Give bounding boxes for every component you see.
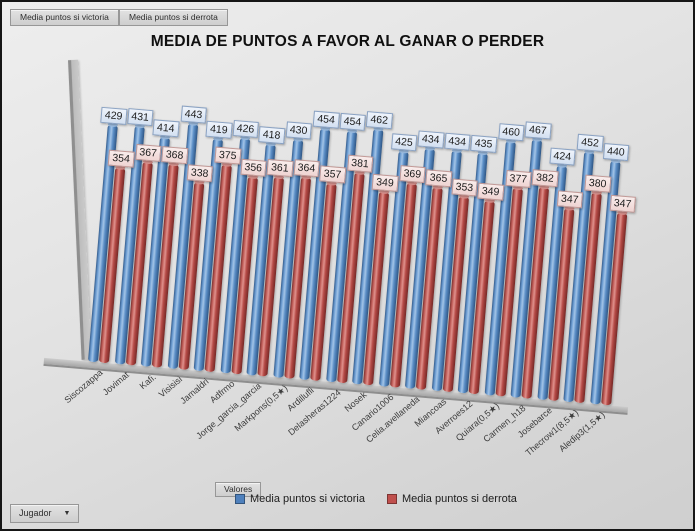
- category-label: Jovimat: [101, 369, 132, 398]
- value-label-victoria: 434: [443, 132, 471, 151]
- category-label: Markpons(0,5★): [232, 383, 290, 434]
- value-label-derrota: 367: [134, 144, 162, 163]
- value-label-victoria: 425: [390, 133, 418, 152]
- value-label-victoria: 462: [365, 110, 393, 129]
- legend-swatch-victoria-icon: [235, 494, 245, 504]
- value-label-derrota: 354: [107, 149, 135, 168]
- value-label-victoria: 454: [339, 112, 366, 131]
- chart-title: MEDIA DE PUNTOS A FAVOR AL GANAR O PERDE…: [150, 33, 545, 50]
- value-label-derrota: 364: [293, 159, 320, 178]
- value-label-victoria: 431: [126, 107, 154, 126]
- value-label-derrota: 357: [319, 165, 346, 184]
- axis-field-label: Jugador: [19, 508, 52, 518]
- value-label-derrota: 368: [161, 145, 188, 164]
- legend-label-derrota: Media puntos si derrota: [401, 493, 517, 505]
- category-label: Siscozappa: [62, 367, 105, 406]
- value-label-derrota: 375: [214, 146, 242, 165]
- value-label-victoria: 414: [152, 119, 180, 138]
- value-label-derrota: 377: [504, 169, 532, 188]
- value-label-victoria: 419: [205, 121, 233, 140]
- legend-item-victoria[interactable]: Media puntos si victoria: [235, 493, 365, 505]
- value-label-derrota: 369: [398, 165, 426, 184]
- value-label-victoria: 443: [180, 105, 207, 124]
- value-label-derrota: 349: [371, 174, 399, 193]
- value-label-derrota: 356: [239, 159, 267, 178]
- value-label-derrota: 380: [584, 174, 612, 193]
- value-label-derrota: 349: [477, 182, 504, 202]
- value-label-derrota: 382: [531, 169, 559, 188]
- value-label-victoria: 429: [100, 106, 128, 125]
- plot-area[interactable]: 429 354 Siscozappa 431 367 Jovimat 414 368 Kafi.…: [43, 98, 640, 458]
- value-label-victoria: 424: [548, 147, 576, 166]
- axis-field-button-jugador[interactable]: Jugador ▼: [10, 504, 80, 523]
- legend: Media puntos si victoria Media puntos si…: [235, 493, 517, 505]
- value-label-derrota: 365: [425, 169, 452, 188]
- value-label-derrota: 353: [450, 178, 478, 197]
- value-label-victoria: 426: [232, 119, 259, 138]
- value-label-victoria: 418: [258, 126, 285, 145]
- value-label-victoria: 434: [417, 130, 445, 149]
- value-label-victoria: 467: [524, 121, 552, 140]
- value-label-victoria: 440: [602, 142, 630, 161]
- legend-swatch-derrota-icon: [386, 494, 397, 504]
- value-label-victoria: 430: [285, 121, 312, 140]
- dropdown-arrow-icon: ▼: [63, 509, 71, 517]
- category-label: Delasheras1224: [286, 387, 343, 438]
- field-button-victoria[interactable]: Media puntos si victoria: [10, 9, 119, 26]
- category-label: Nosek: [343, 389, 370, 414]
- value-label-victoria: 460: [497, 122, 525, 141]
- value-label-victoria: 435: [470, 134, 497, 153]
- legend-label-victoria: Media puntos si victoria: [250, 493, 365, 505]
- legend-item-derrota[interactable]: Media puntos si derrota: [386, 493, 517, 505]
- value-label-victoria: 454: [312, 110, 340, 129]
- value-label-derrota: 381: [346, 154, 374, 173]
- value-label-derrota: 361: [266, 158, 294, 177]
- value-label-derrota: 347: [609, 195, 636, 214]
- field-button-derrota[interactable]: Media puntos si derrota: [119, 9, 228, 26]
- value-label-derrota: 347: [556, 190, 584, 209]
- value-label-derrota: 338: [186, 164, 213, 183]
- value-label-victoria: 452: [576, 133, 604, 153]
